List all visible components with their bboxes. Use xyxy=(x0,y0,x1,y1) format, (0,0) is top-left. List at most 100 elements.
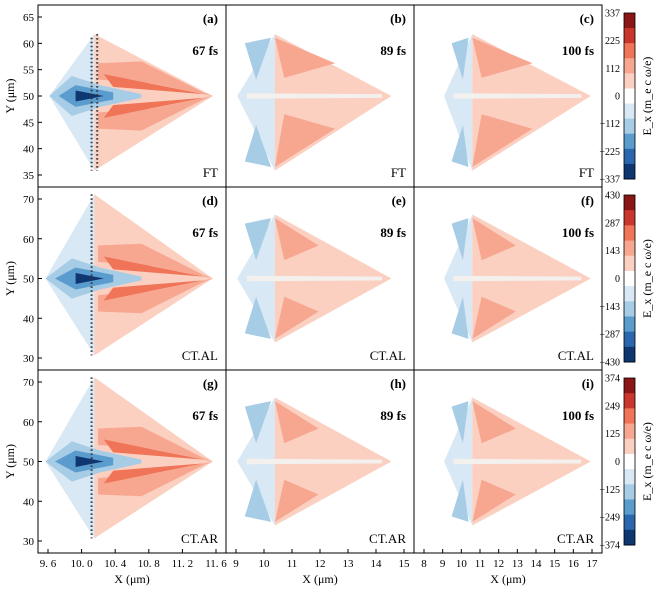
upper-positive-lobe xyxy=(274,218,319,261)
lower-lobe xyxy=(98,96,213,131)
y-tick-label: 40 xyxy=(23,496,35,508)
field-map xyxy=(237,214,392,343)
colorbar-tick-label: −430 xyxy=(599,358,620,369)
panel-g: (g) 67 fs CT.AR xyxy=(37,369,227,554)
x-tick-label: 11. 2 xyxy=(172,558,194,570)
y-tick-label: 50 xyxy=(23,274,35,286)
y-tick-label: 40 xyxy=(23,144,35,156)
x-tick-label: 14 xyxy=(531,558,543,570)
x-tick-label: 11 xyxy=(287,558,298,570)
x-tick-label: 10. 4 xyxy=(104,558,127,570)
channel-peak xyxy=(75,90,104,102)
x-axes: 9. 6 10. 0 10. 4 10. 8 11. 2 11. 6 X (μm) 9 10 11… xyxy=(40,549,598,586)
colorbar-tick-label: 125 xyxy=(605,429,620,440)
lower-positive-lobe xyxy=(274,114,336,167)
channel-peak xyxy=(75,273,104,284)
field-map xyxy=(444,397,591,526)
colorbar-tick-label: −225 xyxy=(599,147,620,158)
y-axis-label: Y (μm) xyxy=(3,261,17,296)
colorbar-band xyxy=(624,378,635,394)
x-tick-label: 12 xyxy=(315,558,326,570)
center-channel xyxy=(453,275,582,282)
colorbar-band xyxy=(624,408,635,425)
time-label: 67 fs xyxy=(192,43,218,58)
x-tick-label: 14 xyxy=(371,558,383,570)
colorbar-tick-label: −112 xyxy=(600,119,620,130)
colorbar-tick-label: 287 xyxy=(605,218,620,229)
y-axes: 65 60 55 50 45 40 35 Y (μm) 70 60 50 40 30 Y (μm) 70 60… xyxy=(3,12,42,548)
upper-positive-lobe xyxy=(472,218,516,261)
target-label: CT.AL xyxy=(182,348,218,363)
upper-core xyxy=(103,74,204,95)
center-channel xyxy=(246,458,383,465)
colorbar-tick-label: −337 xyxy=(599,175,620,186)
y-tick-label: 40 xyxy=(23,313,35,325)
colorbar-band xyxy=(624,88,635,105)
x-axis-label: X (μm) xyxy=(490,572,525,586)
center-channel xyxy=(246,275,383,282)
colorbar-band xyxy=(624,393,635,409)
colorbar-band xyxy=(624,148,635,165)
colorbar-tick-label: −143 xyxy=(599,302,620,313)
y-tick-label: 65 xyxy=(23,12,35,24)
colorbar-band xyxy=(624,331,635,348)
y-axis-label: Y (μm) xyxy=(3,79,17,114)
x-tick-label: 16 xyxy=(568,558,580,570)
panel-label: (b) xyxy=(390,11,406,26)
x-axis-label: X (μm) xyxy=(302,572,337,586)
colorbar-tick-label: −249 xyxy=(599,513,620,524)
x-tick-label: 11. 6 xyxy=(205,558,227,570)
y-tick-label: 55 xyxy=(23,65,35,77)
positive-field-region xyxy=(94,377,213,539)
colorbar-FT: 337 225 112 0 −112 −225 −337 E_x (m_e c ω/e) xyxy=(599,9,654,186)
colorbar-band xyxy=(624,103,635,120)
colorbar-band xyxy=(624,163,635,180)
colorbar-band xyxy=(624,301,635,317)
colorbar-band xyxy=(624,225,635,242)
colorbar-band xyxy=(624,210,635,226)
x-tick-label: 9 xyxy=(233,558,239,570)
colorbar-band xyxy=(624,133,635,150)
y-axis-label: Y (μm) xyxy=(3,444,17,479)
panel-grid: (a) 67 fs FT (b) 89 fs FT (c) 100 fs FT (d) 67 fs C… xyxy=(37,4,603,554)
center-channel xyxy=(246,93,383,99)
colorbar-frame xyxy=(623,12,636,180)
panel-label: (f) xyxy=(581,193,594,208)
panel-label: (h) xyxy=(390,376,406,391)
y-tick-label: 70 xyxy=(23,377,35,389)
x-tick-label: 17 xyxy=(587,558,599,570)
x-axis-label: X (μm) xyxy=(114,572,149,586)
colorbar-CT.AL: 430 287 143 0 −143 −287 −430 E_x (m_e c ω/e) xyxy=(599,191,654,369)
target-label: CT.AL xyxy=(370,348,406,363)
lower-lobe xyxy=(98,461,213,497)
upper-lobe xyxy=(98,243,213,279)
upper-negative-lobe xyxy=(451,218,469,261)
colorbar-band xyxy=(624,346,635,363)
colorbar-label: E_x (m_e c ω/e) xyxy=(640,422,654,501)
x-tick-label: 15 xyxy=(399,558,411,570)
colorbar-tick-label: 249 xyxy=(605,401,620,412)
field-map xyxy=(45,377,213,539)
panel-label: (a) xyxy=(203,11,218,26)
colorbar-band xyxy=(624,438,635,455)
upper-negative-lobe xyxy=(244,401,272,444)
panel-label: (g) xyxy=(203,376,218,391)
lower-positive-lobe xyxy=(274,479,319,522)
colorbar-band xyxy=(624,514,635,531)
x-tick-label: 10. 8 xyxy=(138,558,161,570)
colorbar-band xyxy=(624,484,635,500)
panel-a: (a) 67 fs FT xyxy=(37,4,227,188)
field-map xyxy=(444,214,591,343)
colorbar-band xyxy=(624,529,635,546)
y-tick-label: 50 xyxy=(23,91,35,103)
colorbar-band xyxy=(624,73,635,89)
x-tick-label: 10 xyxy=(456,558,468,570)
colorbar-band xyxy=(624,43,635,59)
y-tick-label: 35 xyxy=(23,170,35,182)
panel-f: (f) 100 fs CT.AL xyxy=(413,186,603,371)
y-tick-label: 60 xyxy=(23,38,35,50)
lower-negative-lobe xyxy=(451,296,469,339)
colorbar-tick-label: 225 xyxy=(605,36,620,47)
